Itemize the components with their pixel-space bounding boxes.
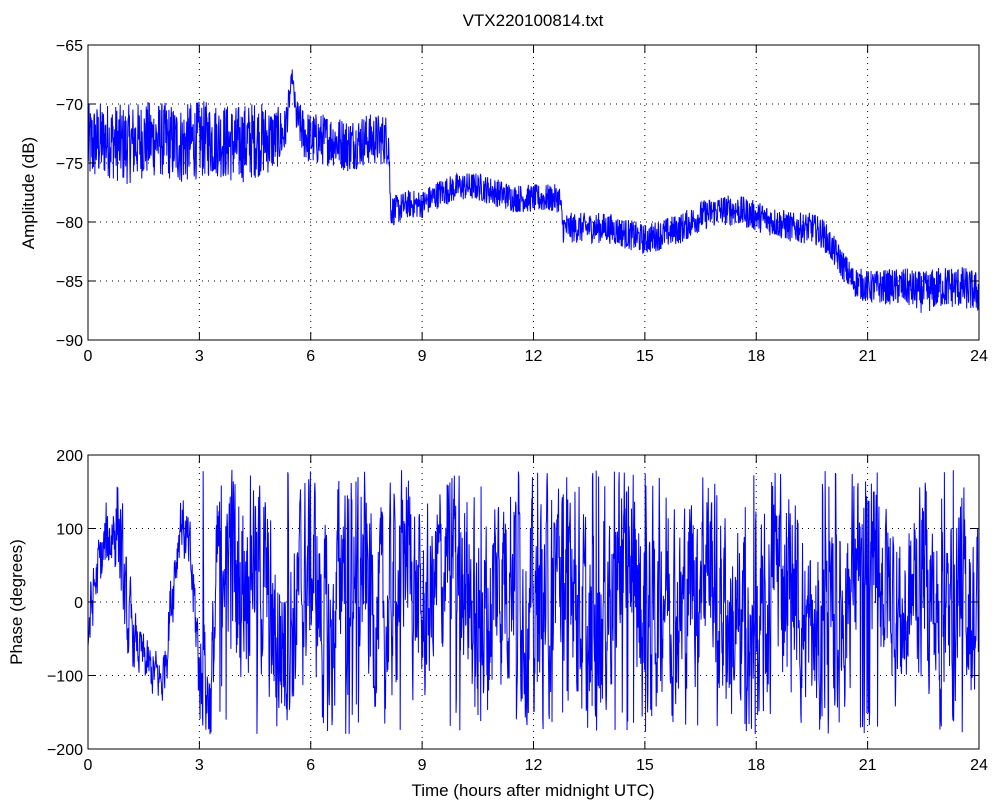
amplitude-y-tick-label: −80 <box>56 215 83 232</box>
phase-x-tick-label: 0 <box>84 757 93 774</box>
amplitude-y-tick-label: −70 <box>56 97 83 114</box>
amplitude-x-tick-label: 9 <box>418 348 427 365</box>
amplitude-x-tick-label: 18 <box>747 348 765 365</box>
amplitude-y-tick-label: −65 <box>56 38 83 55</box>
amplitude-y-axis-label: Amplitude (dB) <box>19 137 38 249</box>
phase-y-tick-label: 200 <box>56 448 83 465</box>
phase-y-tick-label: −100 <box>47 669 83 686</box>
amplitude-x-tick-label: 0 <box>84 348 93 365</box>
phase-x-axis: 0 3 6 9 12 15 18 21 24 <box>84 455 988 774</box>
phase-panel: 0 3 6 9 12 15 18 21 24 −200 −100 0 100 200 Phase (de… <box>7 448 988 800</box>
amplitude-x-tick-label: 3 <box>195 348 204 365</box>
amplitude-y-tick-label: −75 <box>56 156 83 173</box>
phase-y-tick-label: 100 <box>56 522 83 539</box>
amplitude-y-tick-label: −85 <box>56 274 83 291</box>
phase-series-line <box>87 469 980 735</box>
phase-x-tick-label: 21 <box>859 757 877 774</box>
phase-x-axis-label: Time (hours after midnight UTC) <box>411 781 654 800</box>
amplitude-x-tick-label: 21 <box>859 348 877 365</box>
phase-series <box>87 469 980 735</box>
amplitude-panel: 0 3 6 9 12 15 18 21 24 −90 −85 −80 −75 −70 −65 Amplit… <box>19 38 988 365</box>
phase-y-tick-label: −200 <box>47 742 83 759</box>
amplitude-x-tick-label: 12 <box>525 348 543 365</box>
amplitude-series-line <box>87 69 980 313</box>
phase-x-tick-label: 18 <box>747 757 765 774</box>
amplitude-x-tick-label: 24 <box>970 348 988 365</box>
amplitude-y-tick-label: −90 <box>56 333 83 350</box>
phase-x-tick-label: 24 <box>970 757 988 774</box>
phase-x-tick-label: 12 <box>525 757 543 774</box>
amplitude-y-axis: −90 −85 −80 −75 −70 −65 <box>56 38 979 350</box>
phase-y-axis: −200 −100 0 100 200 <box>47 448 979 759</box>
amplitude-x-axis: 0 3 6 9 12 15 18 21 24 <box>84 45 988 365</box>
phase-x-tick-label: 3 <box>195 757 204 774</box>
amplitude-x-tick-label: 15 <box>636 348 654 365</box>
figure-title: VTX220100814.txt <box>463 11 604 30</box>
phase-y-axis-label: Phase (degrees) <box>7 539 26 665</box>
amplitude-series <box>87 69 980 313</box>
phase-x-tick-label: 15 <box>636 757 654 774</box>
phase-x-tick-label: 9 <box>418 757 427 774</box>
amplitude-x-tick-label: 6 <box>306 348 315 365</box>
phase-x-tick-label: 6 <box>306 757 315 774</box>
phase-y-tick-label: 0 <box>74 595 83 612</box>
